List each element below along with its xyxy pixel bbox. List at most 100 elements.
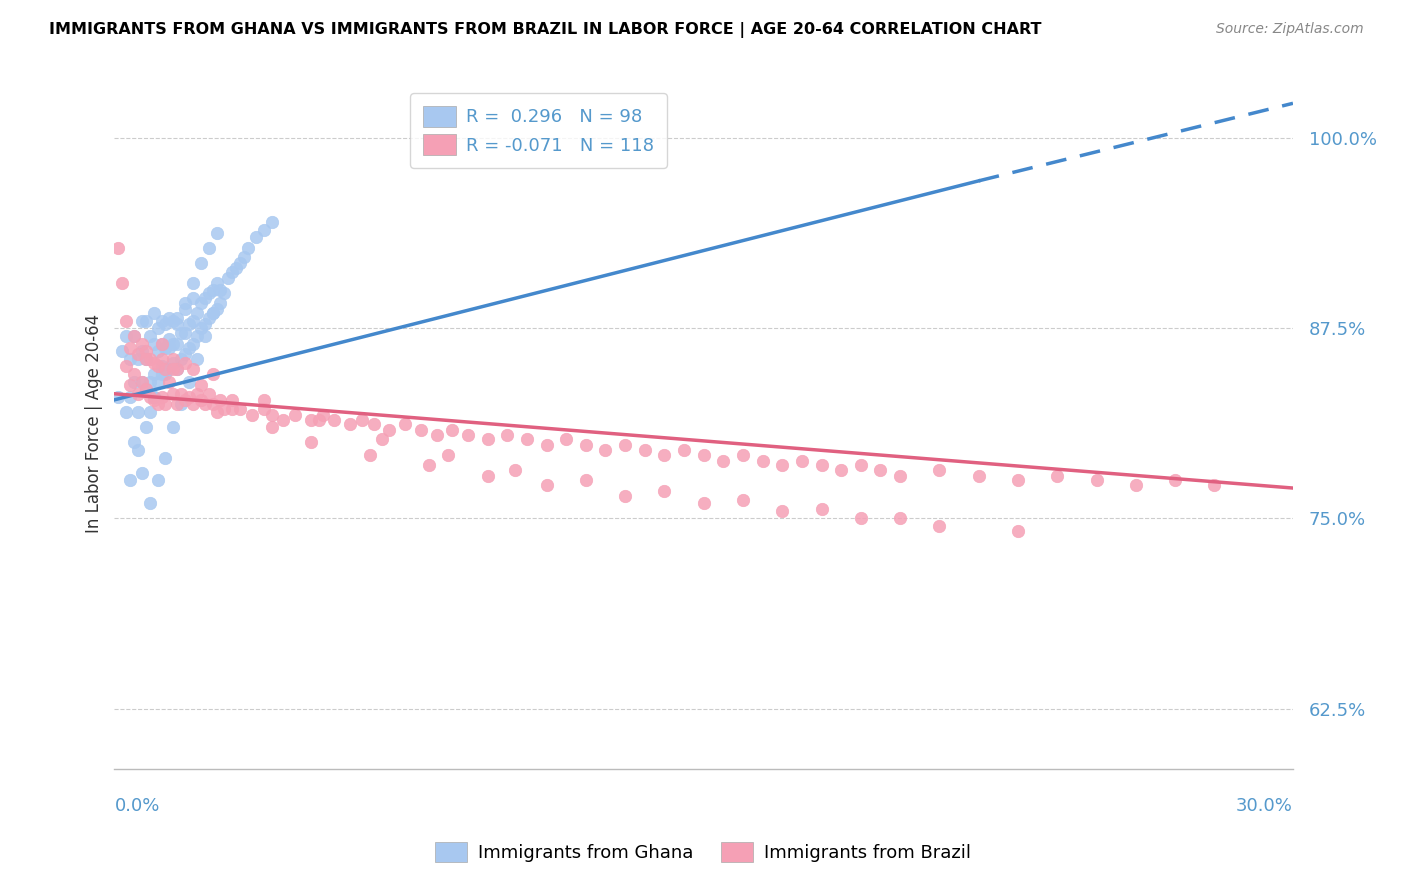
Point [135, 382, 157, 396]
Point [166, 336, 188, 351]
Point [260, 215, 283, 229]
Point [692, 448, 714, 462]
Point [174, 347, 197, 361]
Point [194, 397, 217, 411]
Point [323, 412, 346, 426]
Point [849, 458, 872, 473]
Point [711, 453, 734, 467]
Y-axis label: In Labor Force | Age 20-64: In Labor Force | Age 20-64 [86, 314, 103, 533]
Point [928, 519, 950, 533]
Point [127, 386, 149, 401]
Point [150, 351, 173, 366]
Point [209, 284, 232, 298]
Point [425, 427, 447, 442]
Point [139, 375, 162, 389]
Point [1085, 474, 1108, 488]
Point [967, 468, 990, 483]
Point [146, 474, 169, 488]
Point [790, 453, 813, 467]
Point [889, 468, 911, 483]
Point [142, 356, 165, 370]
Point [555, 433, 578, 447]
Point [197, 241, 219, 255]
Point [536, 438, 558, 452]
Point [311, 408, 333, 422]
Point [197, 310, 219, 325]
Point [120, 351, 142, 366]
Point [120, 390, 142, 404]
Point [221, 265, 243, 279]
Point [770, 458, 793, 473]
Point [146, 375, 169, 389]
Point [889, 511, 911, 525]
Point [233, 250, 256, 264]
Point [1125, 478, 1147, 492]
Point [441, 423, 464, 437]
Point [142, 392, 165, 407]
Point [221, 401, 243, 416]
Point [142, 367, 165, 381]
Point [1046, 468, 1069, 483]
Point [181, 314, 204, 328]
Point [115, 314, 138, 328]
Point [162, 386, 184, 401]
Point [157, 375, 180, 389]
Point [339, 417, 361, 432]
Point [217, 271, 239, 285]
Point [536, 478, 558, 492]
Point [575, 438, 598, 452]
Point [614, 489, 637, 503]
Point [162, 356, 184, 370]
Point [190, 377, 212, 392]
Point [477, 468, 499, 483]
Point [146, 344, 169, 359]
Point [174, 392, 197, 407]
Point [299, 412, 322, 426]
Point [150, 367, 173, 381]
Point [155, 341, 177, 355]
Point [869, 463, 891, 477]
Point [409, 423, 432, 437]
Point [928, 463, 950, 477]
Point [830, 463, 852, 477]
Point [201, 397, 224, 411]
Point [1007, 474, 1029, 488]
Text: 0.0%: 0.0% [114, 797, 160, 814]
Point [177, 317, 200, 331]
Point [174, 356, 197, 370]
Point [205, 405, 228, 419]
Point [107, 390, 129, 404]
Point [177, 390, 200, 404]
Point [751, 453, 773, 467]
Point [370, 433, 392, 447]
Point [194, 317, 217, 331]
Point [170, 351, 193, 366]
Point [162, 314, 184, 328]
Point [177, 341, 200, 355]
Point [654, 484, 676, 499]
Point [157, 341, 180, 355]
Point [1204, 478, 1226, 492]
Point [127, 443, 149, 458]
Point [731, 493, 754, 508]
Point [186, 329, 208, 343]
Point [201, 367, 224, 381]
Text: 30.0%: 30.0% [1236, 797, 1294, 814]
Point [770, 504, 793, 518]
Point [107, 241, 129, 255]
Legend: Immigrants from Ghana, Immigrants from Brazil: Immigrants from Ghana, Immigrants from B… [427, 834, 979, 870]
Point [205, 301, 228, 316]
Point [186, 386, 208, 401]
Point [135, 344, 157, 359]
Point [150, 359, 173, 374]
Point [150, 314, 173, 328]
Point [174, 295, 197, 310]
Point [120, 341, 142, 355]
Point [115, 405, 138, 419]
Point [127, 351, 149, 366]
Point [142, 390, 165, 404]
Point [810, 458, 832, 473]
Point [634, 443, 657, 458]
Point [1164, 474, 1187, 488]
Point [139, 351, 162, 366]
